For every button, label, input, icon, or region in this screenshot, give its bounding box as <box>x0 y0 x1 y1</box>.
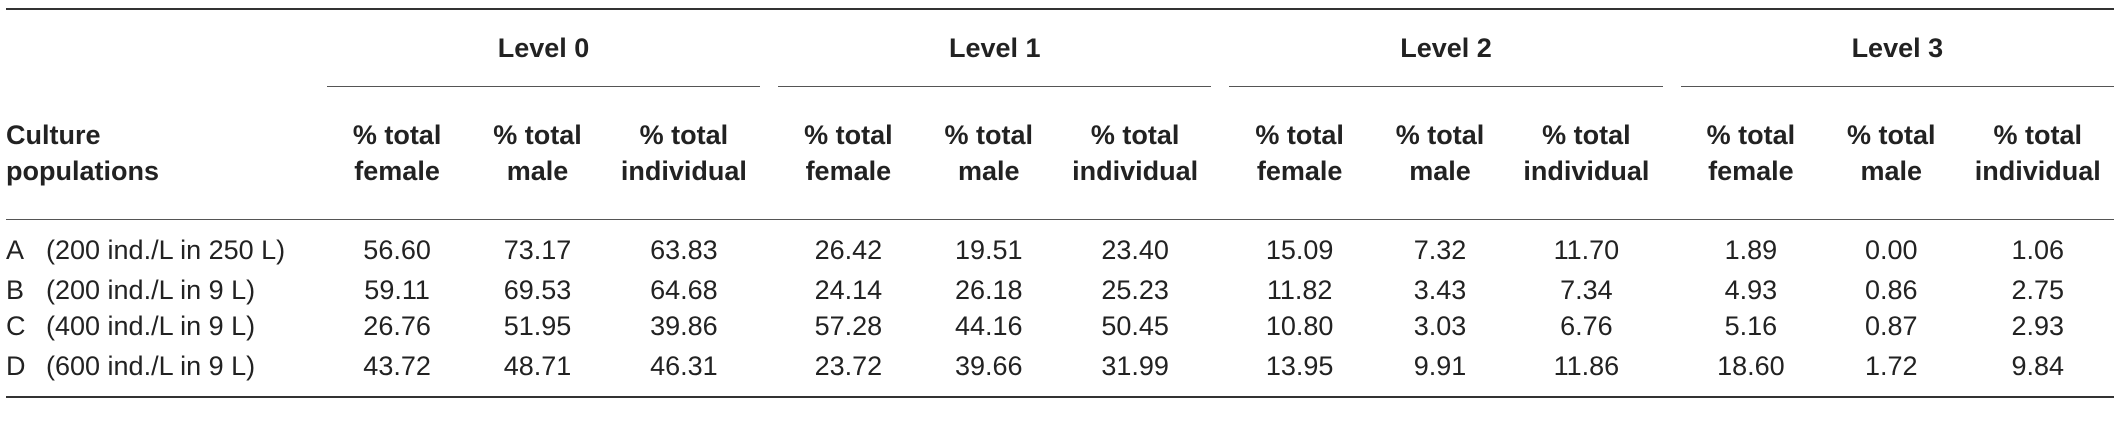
table-cell: 73.17 <box>503 234 572 265</box>
table-row: A (200 ind./L in 250 L) 56.60 73.17 63.83… <box>6 220 2114 273</box>
table-cell: 64.68 <box>650 274 718 305</box>
table-cell: 9.84 <box>2011 350 2065 381</box>
table-cell: 13.95 <box>1265 350 1334 381</box>
table-cell: 5.16 <box>1724 310 1778 341</box>
row-label: A (200 ind./L in 250 L) <box>6 234 286 265</box>
level-3-header: Level 3 <box>1680 9 2114 87</box>
table-cell: 1.06 <box>2011 234 2065 265</box>
table-cell: 1.89 <box>1724 234 1778 265</box>
level-2-header: Level 2 <box>1229 9 1663 87</box>
level2-male-header: % total male <box>1369 86 1511 220</box>
table-cell: 4.93 <box>1724 274 1778 305</box>
row-label: D (600 ind./L in 9 L) <box>6 350 256 381</box>
level1-individual-header: % total individual <box>1058 86 1212 220</box>
row-label: B (200 ind./L in 9 L) <box>6 274 256 305</box>
level1-male-header: % total male <box>918 86 1059 220</box>
table-cell: 11.70 <box>1553 234 1620 265</box>
table-row: D (600 ind./L in 9 L) 43.72 48.71 46.31 2… <box>6 344 2114 397</box>
row-label: C (400 ind./L in 9 L) <box>6 310 256 341</box>
table-cell: 0.86 <box>1864 274 1918 305</box>
table-cell: 51.95 <box>503 310 572 341</box>
table-cell: 25.23 <box>1101 274 1169 305</box>
table-cell: 3.43 <box>1413 274 1467 305</box>
table-cell: 1.72 <box>1864 350 1918 381</box>
table-cell: 7.32 <box>1413 234 1467 265</box>
table-cell: 26.42 <box>814 234 883 265</box>
level3-individual-header: % total individual <box>1961 86 2114 220</box>
table-cell: 31.99 <box>1101 350 1169 381</box>
level-0-header: Level 0 <box>326 9 761 87</box>
table-container: Level 0 Level 1 Level 2 Level 3 Culture p… <box>0 8 2120 422</box>
table-cell: 39.86 <box>650 310 718 341</box>
table-cell: 24.14 <box>814 274 883 305</box>
table-cell: 15.09 <box>1265 234 1334 265</box>
culture-populations-table: Level 0 Level 1 Level 2 Level 3 Culture p… <box>6 8 2114 398</box>
table-cell: 39.66 <box>954 350 1023 381</box>
table-row: B (200 ind./L in 9 L) 59.11 69.53 64.68 2… <box>6 272 2114 308</box>
table-row: C (400 ind./L in 9 L) 26.76 51.95 39.86 5… <box>6 308 2114 344</box>
table-cell: 46.31 <box>650 350 718 381</box>
table-cell: 23.72 <box>814 350 883 381</box>
table-cell: 19.51 <box>954 234 1023 265</box>
table-cell: 50.45 <box>1101 310 1169 341</box>
table-cell: 3.03 <box>1413 310 1467 341</box>
table-cell: 57.28 <box>814 310 883 341</box>
table-cell: 2.93 <box>2011 310 2065 341</box>
table-cell: 26.18 <box>954 274 1023 305</box>
level0-individual-header: % total individual <box>607 86 761 220</box>
level2-individual-header: % total individual <box>1510 86 1663 220</box>
table-cell: 48.71 <box>503 350 572 381</box>
level3-male-header: % total male <box>1821 86 1962 220</box>
table-cell: 11.86 <box>1553 350 1620 381</box>
table-cell: 7.34 <box>1560 274 1613 305</box>
level-1-header: Level 1 <box>778 9 1212 87</box>
level-header-row: Level 0 Level 1 Level 2 Level 3 <box>6 9 2114 87</box>
table-cell: 11.82 <box>1266 274 1333 305</box>
table-cell: 18.60 <box>1717 350 1785 381</box>
table-cell: 9.91 <box>1413 350 1467 381</box>
table-cell: 56.60 <box>363 234 431 265</box>
table-cell: 10.80 <box>1265 310 1334 341</box>
table-cell: 6.76 <box>1560 310 1613 341</box>
level2-female-header: % total female <box>1229 86 1370 220</box>
level1-female-header: % total female <box>778 86 919 220</box>
table-cell: 63.83 <box>650 234 718 265</box>
table-cell: 59.11 <box>364 274 430 305</box>
level3-female-header: % total female <box>1680 86 1822 220</box>
corner-cell <box>6 9 327 87</box>
column-header-row: Culture populations % total female % total… <box>6 86 2114 220</box>
culture-populations-header: Culture populations <box>6 86 327 220</box>
table-cell: 0.00 <box>1864 234 1918 265</box>
table-cell: 2.75 <box>2011 274 2065 305</box>
level0-male-header: % total male <box>467 86 608 220</box>
table-cell: 44.16 <box>954 310 1023 341</box>
table-cell: 23.40 <box>1101 234 1169 265</box>
level0-female-header: % total female <box>326 86 468 220</box>
table-cell: 26.76 <box>363 310 431 341</box>
table-cell: 43.72 <box>363 350 431 381</box>
table-cell: 0.87 <box>1864 310 1918 341</box>
table-cell: 69.53 <box>503 274 572 305</box>
